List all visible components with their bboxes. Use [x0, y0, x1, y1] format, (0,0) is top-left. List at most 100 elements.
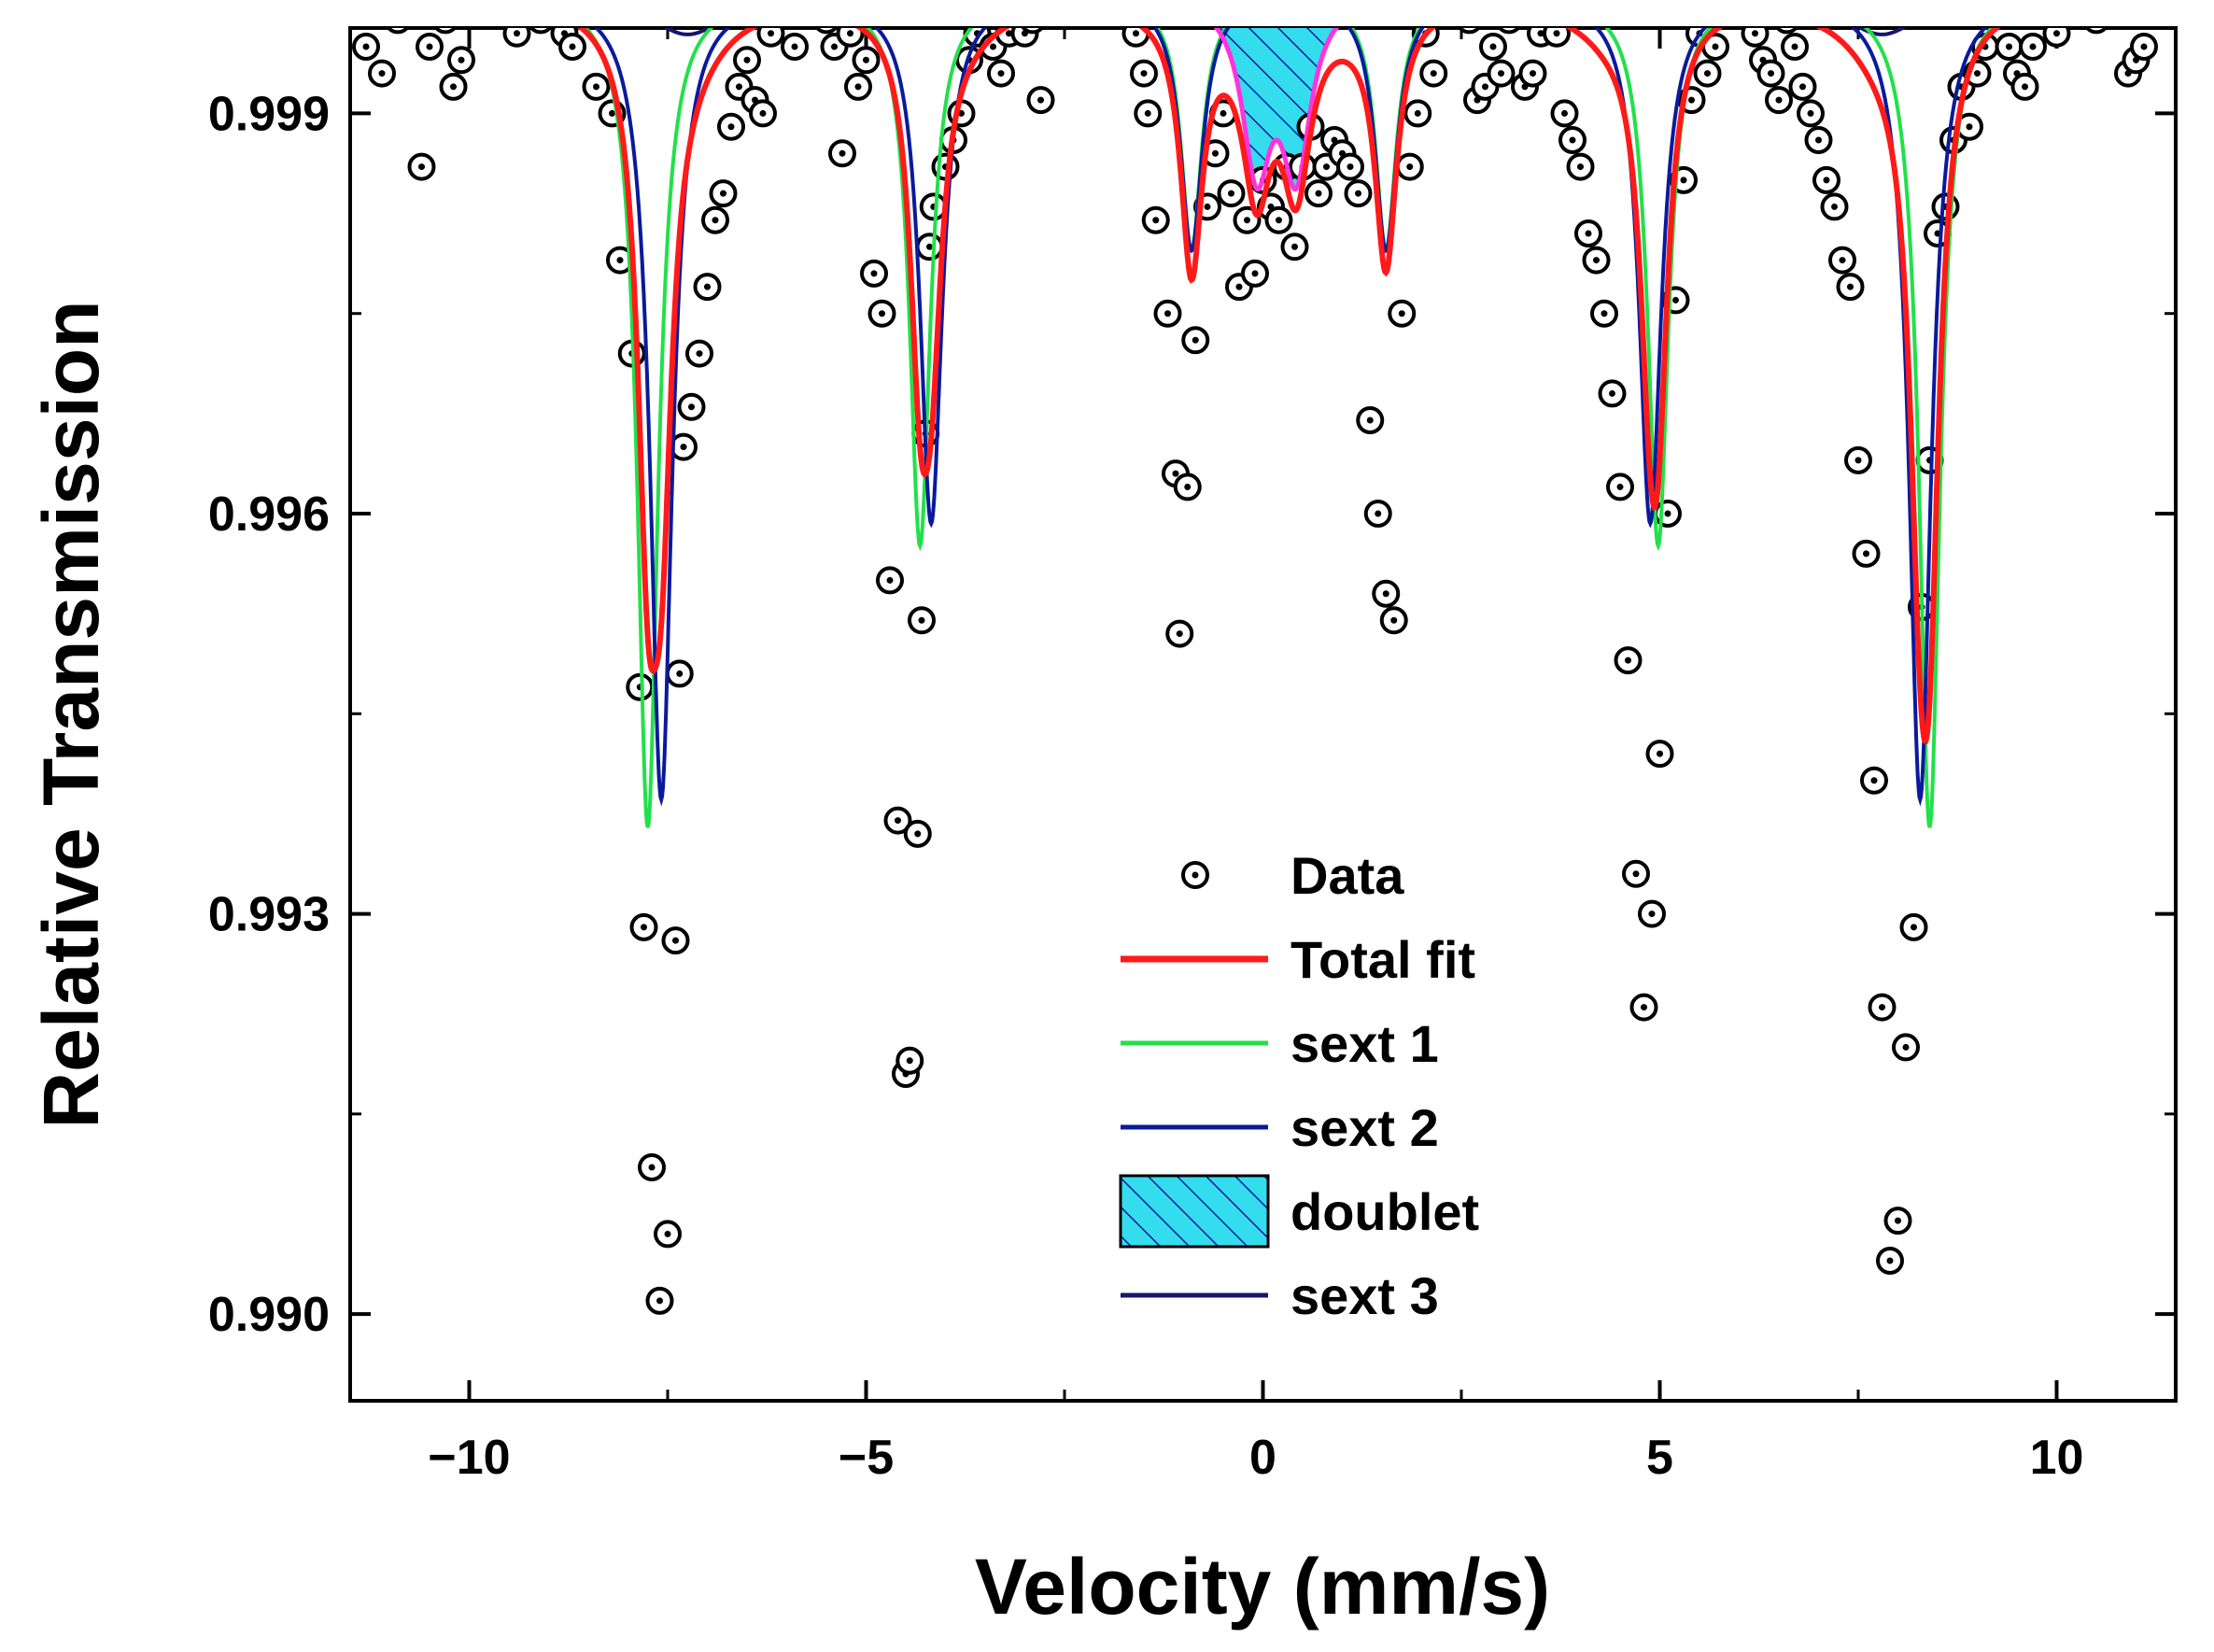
data-point-dot: [609, 109, 615, 117]
data-point-dot: [362, 43, 370, 50]
data-point-dot: [1585, 230, 1592, 237]
series-doublet-area: [1216, 28, 1336, 190]
data-point-dot: [1704, 70, 1711, 78]
data-point: [433, 28, 458, 35]
series-sext-2-line: [593, 28, 1988, 807]
data-point: [2052, 0, 2077, 19]
data-point: [807, 0, 831, 6]
data-point-dot: [1616, 483, 1624, 490]
data-point-dot: [1014, 4, 1021, 10]
data-point-dot: [824, 17, 830, 23]
data-point-dot: [1712, 43, 1719, 50]
data-point-dot: [1414, 109, 1421, 117]
data-point-dot: [1315, 190, 1322, 197]
data-point-dot: [616, 257, 624, 264]
data-point-dot: [712, 217, 719, 224]
data-point-dot: [1815, 136, 1822, 144]
data-point: [502, 28, 531, 48]
data-point-dot: [1220, 109, 1227, 117]
data-point-dot: [2006, 43, 2012, 50]
data-point-dot: [387, 4, 393, 10]
data-point-dot: [1244, 217, 1250, 224]
data-point-dot: [990, 43, 996, 50]
legend-swatch-doublet: [1119, 1174, 1270, 1249]
data-point: [1543, 28, 1571, 48]
data-point-dot: [514, 30, 520, 37]
data-point: [394, 0, 418, 19]
data-point-dot: [791, 43, 798, 50]
data-point-dot: [1133, 30, 1139, 37]
series-total-fit-line: [576, 28, 2001, 745]
data-point-dot: [1184, 483, 1192, 490]
data-point-dot: [1482, 83, 1488, 91]
data-point-dot: [395, 17, 402, 23]
data-point-dot: [1768, 70, 1774, 78]
data-point-dot: [1355, 190, 1361, 197]
data-point-dot: [831, 43, 838, 50]
data-point-dot: [1192, 336, 1199, 344]
data-point: [791, 0, 815, 19]
data-point-dot: [1791, 43, 1798, 50]
x-axis-title: Velocity (mm/s): [975, 1543, 1550, 1631]
data-point-dot: [426, 43, 433, 50]
data-point-dot: [982, 4, 989, 10]
data-point-dot: [870, 270, 878, 277]
data-point: [1712, 0, 1736, 6]
data-point-dot: [1561, 109, 1568, 117]
data-point-dot: [680, 444, 687, 451]
data-point-dot: [1839, 257, 1846, 264]
data-point-dot: [1176, 630, 1183, 638]
data-point-dot: [1688, 96, 1695, 104]
data-point-dot: [743, 56, 751, 64]
data-point-dot: [1664, 510, 1671, 517]
data-point: [362, 0, 387, 6]
data-point-dot: [914, 830, 922, 838]
data-point-dot: [378, 70, 386, 78]
x-tick-label: 0: [1249, 1431, 1276, 1485]
data-point-dot: [1276, 217, 1282, 224]
series-sext-3-line: [662, 28, 1907, 36]
data-point-dot: [1152, 217, 1160, 224]
y-tick-label: 0.990: [208, 1288, 330, 1342]
data-point: [1505, 0, 1530, 6]
data-point-dot: [696, 350, 703, 358]
data-point-dot: [1895, 1217, 1901, 1224]
data-point: [2029, 0, 2053, 6]
data-point-dot: [997, 70, 1005, 78]
data-point-dot: [863, 56, 869, 64]
legend-label: Total fit: [1290, 930, 1475, 989]
data-point-dot: [1291, 243, 1298, 250]
data-point-dot: [1006, 30, 1012, 37]
data-point: [973, 0, 997, 19]
data-point-dot: [1870, 777, 1878, 784]
data-point: [386, 28, 410, 35]
data-point: [756, 28, 785, 48]
data-point-dot: [1680, 176, 1687, 184]
data-point-dot: [1577, 163, 1584, 171]
data-point: [569, 0, 593, 6]
data-point-dot: [458, 56, 465, 64]
data-point-dot: [886, 576, 894, 584]
data-point: [1458, 28, 1481, 35]
data-point-dot: [2029, 43, 2037, 50]
data-point-dot: [656, 1297, 663, 1305]
data-point-dot: [1823, 176, 1830, 184]
data-point: [1005, 0, 1029, 19]
data-point-dot: [402, 4, 409, 10]
data-point-dot: [1879, 1004, 1885, 1011]
data-point-dot: [450, 83, 457, 91]
data-point-dot: [1489, 43, 1497, 50]
data-point-dot: [1847, 283, 1854, 290]
data-point-dot: [1625, 657, 1631, 664]
data-point-dot: [569, 43, 576, 50]
axis-tick-labels: −10 −5 0 5 10 0.990 0.993 0.996 0.999: [208, 87, 2084, 1485]
data-point-dot: [1974, 70, 1981, 78]
data-point-dot: [1398, 310, 1405, 318]
data-point-dot: [768, 30, 774, 37]
data-point-dot: [918, 616, 925, 624]
data-point-dot: [1430, 70, 1437, 78]
x-tick-label: 10: [2030, 1431, 2084, 1485]
data-point-dot: [1164, 310, 1171, 318]
data-point-dot: [1784, 17, 1790, 23]
